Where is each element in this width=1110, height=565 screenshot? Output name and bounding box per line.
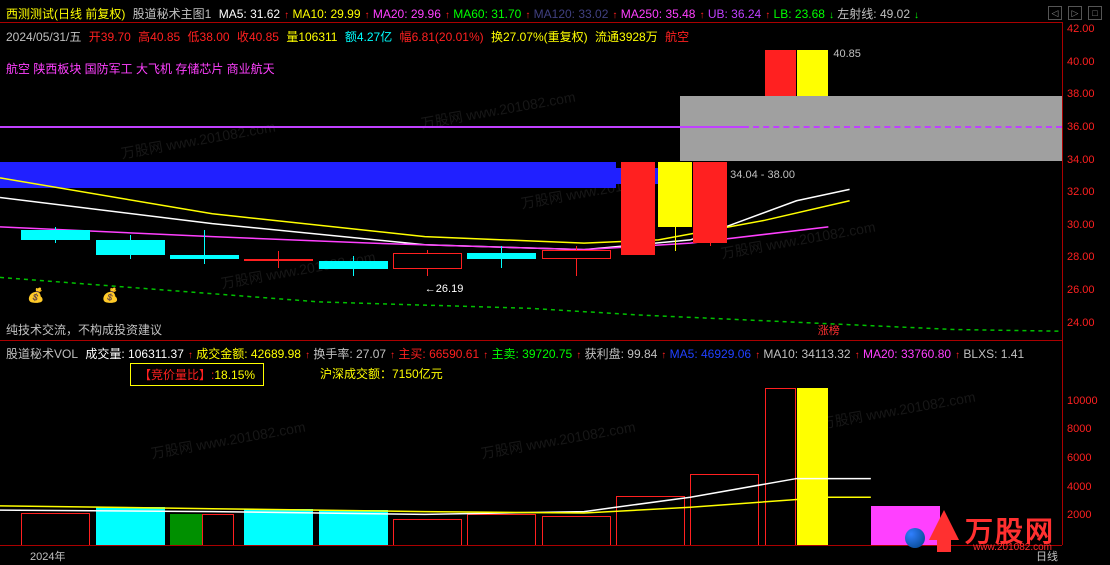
y-tick: 10000 bbox=[1067, 395, 1098, 407]
ma120-label: MA120: 33.02 bbox=[534, 7, 609, 21]
candle bbox=[244, 259, 313, 261]
low-arrow-label: ←26.19 bbox=[425, 283, 464, 295]
indicator-name: 股道秘术主图1 bbox=[133, 5, 212, 22]
volume-bar bbox=[467, 514, 536, 546]
ma5-label: MA5: 31.62 bbox=[219, 7, 280, 21]
up-arrow-icon bbox=[929, 510, 959, 540]
y-tick: 38.00 bbox=[1067, 88, 1095, 100]
band-label: 34.04 - 38.00 bbox=[730, 169, 795, 181]
app-root: 万股网 www.201082.com 万股网 www.201082.com 万股… bbox=[0, 0, 1110, 565]
rank-label: 涨榜 bbox=[818, 322, 840, 338]
volume-chart[interactable]: 股道秘术VOL 成交量: 106311.37 成交金额: 42689.98 换手… bbox=[0, 340, 1062, 545]
ma60-label: MA60: 31.70 bbox=[453, 7, 521, 21]
candle bbox=[170, 255, 239, 260]
volume-bar bbox=[319, 510, 388, 546]
ma20-label: MA20: 29.96 bbox=[373, 7, 441, 21]
candle bbox=[693, 162, 727, 244]
money-bag-icon: 💰 bbox=[102, 287, 119, 304]
prev-icon[interactable]: ◁ bbox=[1048, 6, 1062, 20]
ub-line bbox=[0, 126, 743, 128]
money-bag-icon: 💰 bbox=[27, 287, 44, 304]
y-tick: 26.00 bbox=[1067, 284, 1095, 296]
y-tick: 32.00 bbox=[1067, 186, 1095, 198]
candle bbox=[319, 261, 388, 269]
globe-icon bbox=[905, 528, 925, 548]
volume-bar bbox=[21, 513, 90, 546]
lb-label: LB: 23.68 bbox=[774, 7, 825, 21]
price-band bbox=[680, 96, 1062, 161]
x-year: 2024年 bbox=[30, 548, 65, 564]
header-indicator-row: 西测测试(日线 前复权) 股道秘术主图1 MA5: 31.62 MA10: 29… bbox=[6, 5, 919, 22]
y-tick: 42.00 bbox=[1067, 23, 1095, 35]
candle bbox=[621, 162, 655, 255]
y-tick: 34.00 bbox=[1067, 154, 1095, 166]
site-logo: 万股网 bbox=[905, 500, 1055, 540]
candle bbox=[21, 230, 90, 240]
y-tick: 30.00 bbox=[1067, 219, 1095, 231]
volume-bar bbox=[393, 519, 462, 546]
stock-title: 西测测试(日线 前复权) bbox=[6, 5, 125, 22]
ub-label: UB: 36.24 bbox=[708, 7, 761, 21]
y-tick: 28.00 bbox=[1067, 251, 1095, 263]
y-tick: 40.00 bbox=[1067, 56, 1095, 68]
y-tick: 2000 bbox=[1067, 509, 1091, 521]
y-tick: 4000 bbox=[1067, 481, 1091, 493]
logo-url: www.201082.com bbox=[973, 542, 1052, 553]
close-icon[interactable]: □ bbox=[1088, 6, 1102, 20]
y-tick: 8000 bbox=[1067, 423, 1091, 435]
candle bbox=[658, 162, 692, 227]
volume-bar bbox=[170, 514, 202, 546]
disclaimer-text: 纯技术交流，不构成投资建议 bbox=[6, 321, 162, 338]
volume-bar bbox=[96, 507, 165, 546]
blue-band bbox=[0, 162, 616, 188]
candle bbox=[765, 50, 797, 96]
ma250-label: MA250: 35.48 bbox=[621, 7, 696, 21]
candle bbox=[96, 240, 165, 255]
ma10-label: MA10: 29.99 bbox=[292, 7, 360, 21]
volume-bar bbox=[797, 388, 829, 546]
candle bbox=[393, 253, 462, 269]
volume-y-axis: 2000 4000 6000 8000 10000 bbox=[1062, 340, 1110, 545]
y-tick: 36.00 bbox=[1067, 121, 1095, 133]
volume-bar bbox=[765, 388, 797, 546]
volume-bar bbox=[542, 516, 611, 546]
y-tick: 24.00 bbox=[1067, 317, 1095, 329]
zsx-label: 左射线: 49.02 bbox=[837, 5, 910, 22]
volume-bar bbox=[690, 474, 759, 546]
y-tick: 6000 bbox=[1067, 452, 1091, 464]
price-chart[interactable]: 34.04 - 38.00 40.85 ←26.19 涨榜 💰 💰 纯技术交流，不构成投资… bbox=[0, 22, 1062, 340]
candle bbox=[467, 253, 536, 260]
volume-bar bbox=[616, 496, 685, 546]
candle bbox=[542, 250, 611, 260]
volume-bar bbox=[202, 514, 234, 546]
next-icon[interactable]: ▷ bbox=[1068, 6, 1082, 20]
candle bbox=[797, 50, 829, 96]
last-price-tag: 40.85 bbox=[830, 48, 864, 60]
x-axis: 2024年 日线 bbox=[0, 545, 1062, 565]
price-y-axis: 24.00 26.00 28.00 30.00 32.00 34.00 36.00 38.00… bbox=[1062, 22, 1110, 340]
volume-bar bbox=[244, 509, 313, 546]
chart-nav-icons: ◁ ▷ □ bbox=[1048, 6, 1102, 20]
